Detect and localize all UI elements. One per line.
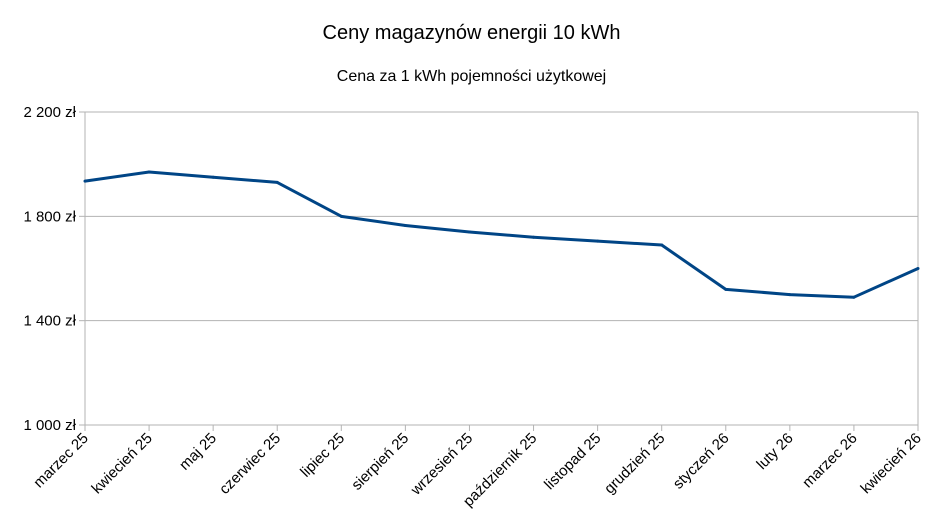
x-tick-label: lipiec 25 <box>297 430 348 481</box>
data-point <box>275 180 279 184</box>
data-point <box>339 214 343 218</box>
series-line <box>84 170 919 299</box>
data-point <box>83 179 87 183</box>
x-tick-label: luty 26 <box>753 430 796 473</box>
data-point <box>596 239 600 243</box>
data-point <box>147 170 151 174</box>
data-point <box>403 223 407 227</box>
x-tick-label: czerwiec 25 <box>216 430 284 498</box>
y-tick-label: 1 400 zł <box>23 313 76 330</box>
x-tick-label: styczeń 26 <box>670 430 733 493</box>
y-tick-label: 1 000 zł <box>23 417 76 434</box>
x-tick-label: marzec 26 <box>799 430 861 492</box>
x-tick-label: sierpień 25 <box>348 430 412 494</box>
x-tick-label: kwiecień 25 <box>88 430 155 497</box>
y-tick-label: 2 200 zł <box>23 104 76 121</box>
x-tick-label: grudzień 25 <box>601 430 668 497</box>
x-tick-label: listopad 25 <box>541 430 604 493</box>
x-tick-label: wrzesień 25 <box>407 430 476 499</box>
x-tick-label: kwiecień 26 <box>857 430 924 497</box>
data-point <box>211 175 215 179</box>
data-point <box>660 243 664 247</box>
y-tick-label: 1 800 zł <box>23 208 76 225</box>
x-tick-label: marzec 25 <box>30 430 92 492</box>
data-point <box>916 267 920 270</box>
chart-subtitle: Cena za 1 kWh pojemności użytkowej <box>336 68 607 85</box>
x-tick-label: maj 25 <box>176 430 220 474</box>
data-point <box>788 293 792 297</box>
data-point <box>724 287 728 291</box>
data-point <box>852 295 856 299</box>
data-point <box>532 235 536 239</box>
data-point <box>467 230 471 234</box>
chart-title: Ceny magazynów energii 10 kWh <box>322 22 621 44</box>
